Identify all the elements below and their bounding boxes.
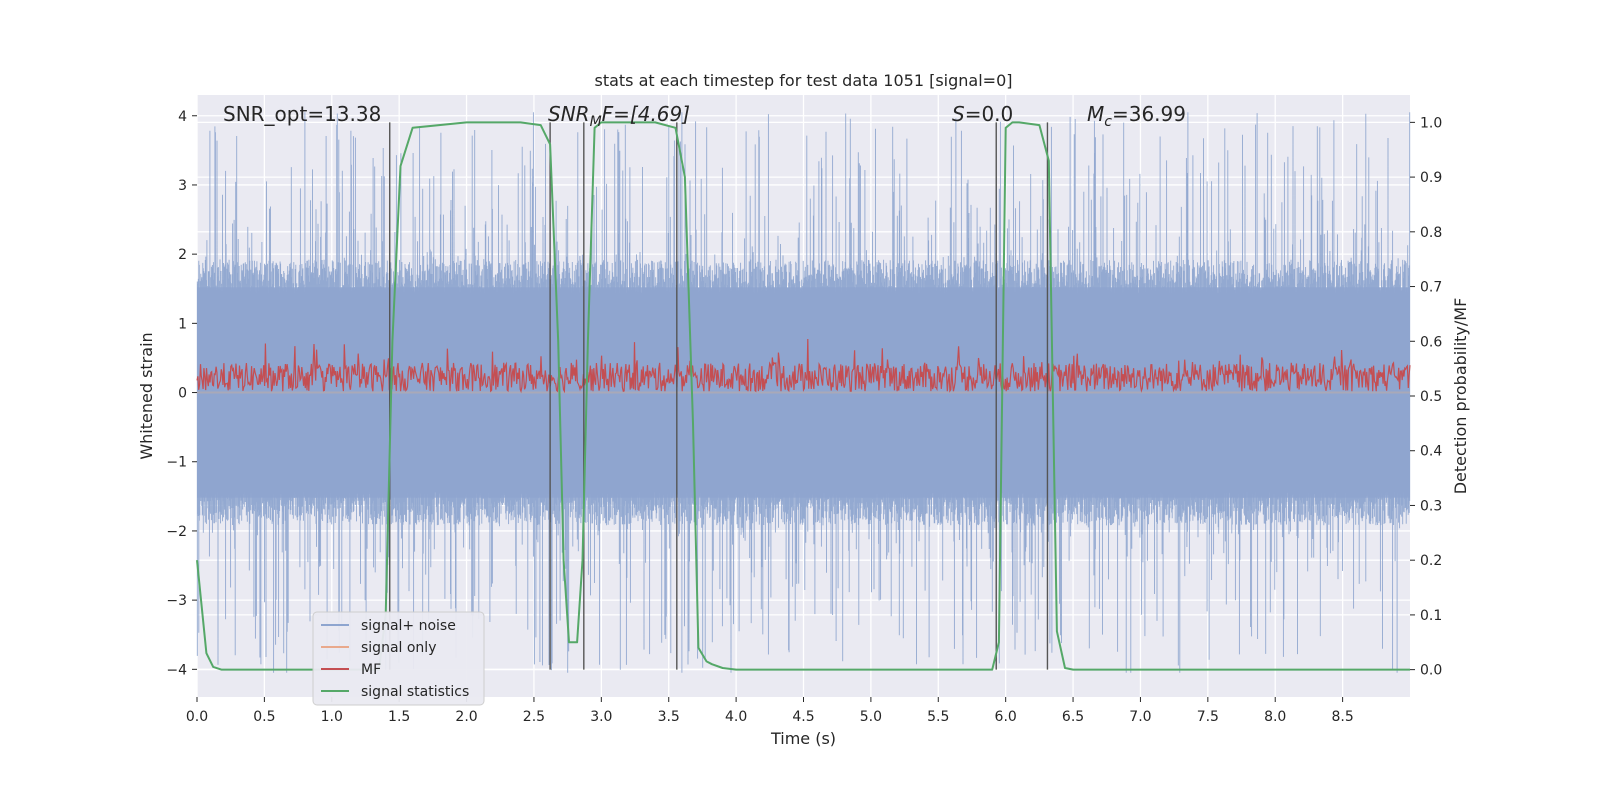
- annotation-snr-mf: SNRMF=[4.69]: [548, 102, 690, 130]
- x-tick-label: 4.5: [792, 709, 814, 725]
- y2-tick-label: 0.4: [1420, 444, 1442, 460]
- y2-axis-label: Detection probability/MF: [1451, 298, 1470, 495]
- x-tick-label: 5.5: [927, 709, 949, 725]
- mf-series: [196, 338, 1411, 394]
- x-tick-label: 2.0: [455, 709, 477, 725]
- x-axis-label: Time (s): [770, 729, 836, 748]
- x-tick-label: 7.5: [1197, 709, 1219, 725]
- x-tick-label: 1.5: [388, 709, 410, 725]
- x-tick-label: 4.0: [725, 709, 747, 725]
- y2-tick-label: 0.8: [1420, 225, 1442, 241]
- y2-tick-label: 0.2: [1420, 553, 1442, 569]
- y2-tick-label: 0.7: [1420, 280, 1442, 296]
- x-axis-ticks: 0.0 0.5 1.0 1.5 2.0 2.5 3.0 3.5 4.0 4.5 5.0 5.5 6.0 6…: [186, 697, 1354, 725]
- y-tick-label: −2: [166, 524, 187, 540]
- legend-label: signal only: [361, 640, 436, 656]
- annotation-s: S=0.0: [952, 102, 1013, 126]
- chart-title: stats at each timestep for test data 105…: [594, 71, 1012, 90]
- annotation-mc: Mc=36.99: [1087, 102, 1186, 130]
- x-tick-label: 1.0: [321, 709, 343, 725]
- vertical-markers: [389, 122, 1049, 670]
- annotation-mc-sub: c: [1104, 114, 1112, 130]
- x-tick-label: 5.0: [860, 709, 882, 725]
- x-tick-label: 2.5: [523, 709, 545, 725]
- x-tick-label: 7.0: [1129, 709, 1151, 725]
- y-tick-label: 2: [178, 247, 187, 263]
- annotation-s-main: S: [952, 102, 965, 126]
- mf-line: [196, 338, 1411, 394]
- annotation-s-rest: =0.0: [965, 102, 1014, 126]
- y2-tick-label: 0.3: [1420, 498, 1442, 514]
- y2-axis-ticks: 0.0 0.1 0.2 0.3 0.4 0.5 0.6 0.7 0.8 0.9 1.0: [1410, 115, 1442, 679]
- y2-tick-label: 0.1: [1420, 608, 1442, 624]
- y2-tick-label: 0.6: [1420, 334, 1442, 350]
- y-axis-label: Whitened strain: [137, 332, 156, 459]
- x-tick-label: 3.0: [590, 709, 612, 725]
- y-tick-label: −4: [166, 662, 187, 678]
- x-tick-label: 0.0: [186, 709, 208, 725]
- y2-tick-label: 0.0: [1420, 663, 1442, 679]
- x-tick-label: 3.5: [658, 709, 680, 725]
- legend-label: MF: [361, 662, 381, 678]
- y-tick-label: 3: [178, 178, 187, 194]
- y-axis-ticks: −4 −3 −2 −1 0 1 2 3 4: [166, 109, 197, 678]
- annotation-snr-opt: SNR_opt=13.38: [223, 102, 381, 126]
- x-tick-label: 8.0: [1264, 709, 1286, 725]
- x-tick-label: 0.5: [253, 709, 275, 725]
- x-tick-label: 6.5: [1062, 709, 1084, 725]
- y-tick-label: 0: [178, 386, 187, 402]
- legend-label: signal statistics: [361, 684, 469, 700]
- x-tick-label: 8.5: [1331, 709, 1353, 725]
- annotation-mc-rest: =36.99: [1112, 102, 1186, 126]
- annotation-snr-mf-sub: M: [590, 114, 602, 130]
- annotation-mc-main: M: [1087, 102, 1104, 126]
- signal-noise-series: [196, 112, 1411, 673]
- y-tick-label: −1: [166, 455, 187, 471]
- y2-tick-label: 1.0: [1420, 115, 1442, 131]
- y2-tick-label: 0.5: [1420, 389, 1442, 405]
- y2-tick-label: 0.9: [1420, 170, 1442, 186]
- legend-label: signal+ noise: [361, 618, 456, 634]
- legend: signal+ noise signal only MF signal statist…: [312, 611, 485, 706]
- y-tick-label: −3: [166, 593, 187, 609]
- legend-box: [312, 611, 485, 706]
- y-tick-label: 1: [178, 316, 187, 332]
- annotation-snr-mf-main: SNR: [548, 102, 590, 126]
- annotation-snr-mf-rest: F=[4.69]: [602, 102, 690, 126]
- x-tick-label: 6.0: [995, 709, 1017, 725]
- y-tick-label: 4: [178, 109, 187, 125]
